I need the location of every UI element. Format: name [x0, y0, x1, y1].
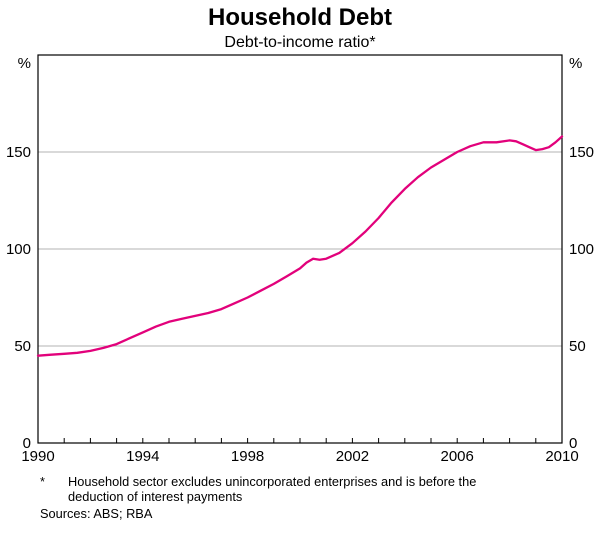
footnote-line2: deduction of interest payments [68, 489, 243, 504]
y-axis-label-left: 50 [14, 338, 31, 355]
y-axis-label-right: 100 [569, 241, 594, 258]
x-axis-label: 1998 [231, 448, 264, 465]
footnote: * Household sector excludes unincorporat… [40, 474, 584, 521]
footnote-sources: Sources: ABS; RBA [40, 506, 153, 521]
footnote-marker: * [40, 474, 45, 489]
y-axis-label-left: 150 [6, 144, 31, 161]
y-axis-label-right: 0 [569, 435, 577, 452]
chart-subtitle: Debt-to-income ratio* [224, 34, 376, 51]
footnote-line1: Household sector excludes unincorporated… [68, 474, 477, 489]
y-axis-label-right: 150 [569, 144, 594, 161]
debt-line-chart: 0 0 50 50 100 100 150 150% % 1990 1994 1998 2002 2006… [6, 54, 594, 465]
y-axis-label-left: 100 [6, 241, 31, 258]
x-axis-label: 2002 [336, 448, 369, 465]
x-axis-label: 2010 [545, 448, 578, 465]
chart-title: Household Debt [208, 4, 392, 31]
x-axis-label: 2006 [441, 448, 474, 465]
y-axis-label-left: 0 [23, 435, 31, 452]
debt-ratio-line [36, 135, 564, 357]
y-axis-unit-right: % [569, 55, 582, 72]
x-axis-label: 1990 [21, 448, 54, 465]
y-axis-label-right: 50 [569, 338, 586, 355]
footnote-text: Household sector excludes unincorporated… [68, 474, 584, 504]
y-axis-unit-left: % [18, 55, 31, 72]
x-axis-label: 1994 [126, 448, 159, 465]
